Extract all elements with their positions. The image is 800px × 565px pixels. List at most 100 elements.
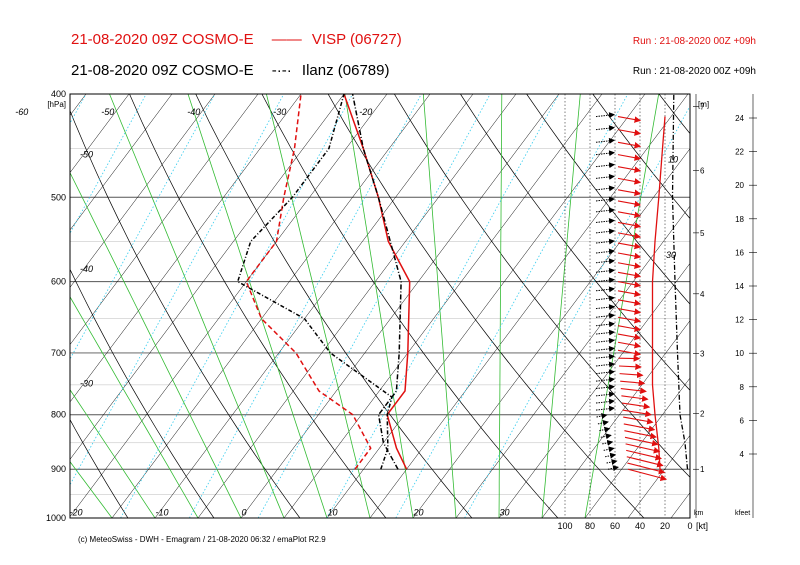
isotherm-label: -10 <box>155 507 168 517</box>
visp-wind-vector <box>617 200 642 208</box>
ilanz-wind-vector <box>595 295 615 302</box>
dry-adiabat <box>0 94 42 518</box>
moist-adiabat <box>344 94 414 518</box>
wind-speed-tick-label: 80 <box>585 521 595 531</box>
visp-wind-vector <box>617 154 642 161</box>
isotherm-line <box>326 94 646 518</box>
height-km-tick-label: 2 <box>700 410 705 419</box>
visp-wind-vector <box>617 211 642 219</box>
visp-wind-vector <box>623 416 654 425</box>
visp-wind-vector <box>617 221 642 229</box>
visp-wind-vector <box>617 271 642 279</box>
visp-wind-vector <box>617 232 642 240</box>
isotherm-label: -20 <box>359 107 372 117</box>
wind-speed-tick-label: 60 <box>610 521 620 531</box>
isotherm-label: -30 <box>273 107 286 117</box>
moist-adiabat <box>70 461 113 518</box>
ilanz-wind-vector <box>606 459 618 465</box>
height-kfeet-tick-label: 10 <box>735 349 744 358</box>
ilanz-header: 21-08-2020 09Z COSMO-E -·-· Ilanz (06789… <box>71 62 389 79</box>
ilanz-wind-vector <box>595 137 615 144</box>
visp-wind-vector <box>617 177 642 185</box>
visp-wind-vector <box>622 409 652 418</box>
visp-wind-vector <box>617 349 642 357</box>
wind-speed-tick-label: 20 <box>660 521 670 531</box>
ilanz-wind-vector <box>599 426 611 433</box>
isotherm-line <box>70 94 302 403</box>
ilanz-wind-vector <box>595 304 615 311</box>
dry-adiabat <box>725 94 800 518</box>
visp-wind-vector <box>626 449 663 461</box>
visp-dewpoint-line <box>245 94 372 470</box>
mixing-ratio-line <box>189 94 422 518</box>
ilanz-wind-vector <box>595 248 615 255</box>
ilanz-wind-vector <box>595 196 615 203</box>
ilanz-wind-vector <box>595 228 615 235</box>
ilanz-wind-vector <box>595 337 615 344</box>
isotherm-line <box>541 320 690 518</box>
dry-adiabat <box>460 94 690 391</box>
isotherm-line <box>455 205 690 518</box>
height-kfeet-unit-label: kfeet <box>735 510 750 517</box>
height-kfeet-tick-label: 16 <box>735 248 744 257</box>
visp-wind-vector <box>623 423 656 432</box>
height-km-unit-label: km <box>694 510 704 517</box>
isotherm-line <box>70 94 388 518</box>
visp-legend-symbol: —— <box>271 31 302 48</box>
dry-adiabat <box>327 94 645 518</box>
ilanz-wind-vector <box>595 369 615 376</box>
ilanz-wind-vector <box>595 321 615 328</box>
mixing-ratio-line <box>257 94 491 518</box>
moist-adiabat <box>541 94 581 518</box>
visp-wind-speed-line <box>651 116 666 470</box>
visp-wind-vector <box>619 371 644 379</box>
ilanz-wind-vector <box>595 173 615 180</box>
moist-adiabat <box>70 296 199 518</box>
pressure-unit-label: [hPa] <box>47 100 66 109</box>
ilanz-wind-vector <box>607 465 619 472</box>
mixing-ratio-line <box>70 94 87 125</box>
ilanz-wind-vector <box>595 345 615 352</box>
moist-adiabat <box>187 94 328 518</box>
height-km-tick-label: 5 <box>700 229 705 238</box>
isotherm-line <box>412 148 690 518</box>
isotherm-line <box>584 377 690 518</box>
ilanz-wind-vector <box>595 353 615 360</box>
visp-wind-vector <box>627 468 668 482</box>
height-kfeet-tick-label: 24 <box>735 114 744 123</box>
wind-speed-tick-label: 40 <box>635 521 645 531</box>
ilanz-wind-vector <box>595 207 615 214</box>
visp-wind-vector <box>617 299 642 307</box>
height-kfeet-tick-label: 4 <box>740 450 745 459</box>
moist-adiabat <box>70 171 242 518</box>
mixing-ratio-line <box>70 94 285 486</box>
height-m-label: [m] <box>698 100 709 109</box>
isotherm-line <box>498 262 690 518</box>
visp-wind-vector <box>617 325 642 332</box>
visp-wind-vector <box>618 363 642 371</box>
visp-wind-vector <box>617 308 642 315</box>
ilanz-wind-vector <box>595 361 615 368</box>
pressure-tick-label: 500 <box>51 192 66 202</box>
moist-adiabat <box>422 94 457 518</box>
visp-wind-vector <box>617 129 642 136</box>
dry-adiabat <box>592 94 690 220</box>
ilanz-wind-vector <box>596 413 608 419</box>
isotherm-label: -40 <box>187 107 200 117</box>
ilanz-legend-symbol: -·-· <box>271 62 292 79</box>
moist-adiabat <box>498 94 503 518</box>
ilanz-wind-vector <box>595 312 615 319</box>
ilanz-wind-vector <box>603 446 615 453</box>
moist-adiabat <box>0 94 69 518</box>
ilanz-wind-vector <box>595 185 615 192</box>
dry-adiabat <box>791 94 800 518</box>
pressure-tick-label: 700 <box>51 348 66 358</box>
visp-wind-vector <box>617 189 642 197</box>
isotherm-line <box>197 94 517 518</box>
pressure-tick-label: 900 <box>51 464 66 474</box>
dry-adiabat <box>70 418 129 518</box>
mixing-ratio-line <box>120 94 353 518</box>
height-kfeet-tick-label: 14 <box>735 282 744 291</box>
visp-wind-vector <box>617 316 642 324</box>
pressure-tick-label: 1000 <box>46 513 66 523</box>
